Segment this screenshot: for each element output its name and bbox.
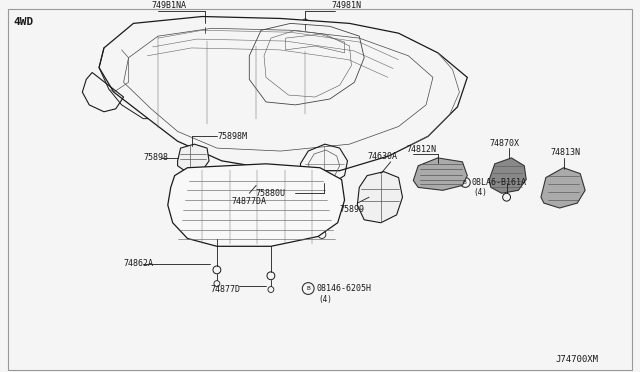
- Text: 74877D: 74877D: [210, 285, 240, 294]
- Text: 74870X: 74870X: [490, 139, 520, 148]
- Text: 749B1NA: 749B1NA: [151, 1, 186, 10]
- Text: 75898M: 75898M: [218, 132, 248, 141]
- Polygon shape: [489, 158, 526, 193]
- Text: B: B: [307, 286, 310, 291]
- Polygon shape: [99, 16, 467, 171]
- Text: 74812N: 74812N: [406, 145, 436, 154]
- Text: 74877DA: 74877DA: [232, 197, 267, 206]
- Text: 4WD: 4WD: [13, 16, 34, 26]
- Text: 08LA6-B161A: 08LA6-B161A: [471, 178, 526, 187]
- Text: 08146-6205H: 08146-6205H: [316, 284, 371, 293]
- Text: 75880U: 75880U: [255, 189, 285, 198]
- Polygon shape: [178, 144, 209, 173]
- Text: B: B: [463, 180, 466, 185]
- Polygon shape: [357, 171, 403, 223]
- Polygon shape: [168, 164, 344, 246]
- Text: 74813N: 74813N: [551, 148, 580, 157]
- Text: 75898: 75898: [143, 153, 168, 163]
- Polygon shape: [413, 158, 467, 190]
- Text: 74630A: 74630A: [367, 152, 397, 161]
- Text: 74981N: 74981N: [332, 1, 362, 10]
- Text: (4): (4): [318, 295, 332, 304]
- Text: 75899: 75899: [340, 205, 365, 214]
- Text: (4): (4): [473, 188, 487, 197]
- Polygon shape: [541, 168, 585, 208]
- Text: J74700XM: J74700XM: [556, 355, 598, 364]
- Text: 74862A: 74862A: [124, 260, 154, 269]
